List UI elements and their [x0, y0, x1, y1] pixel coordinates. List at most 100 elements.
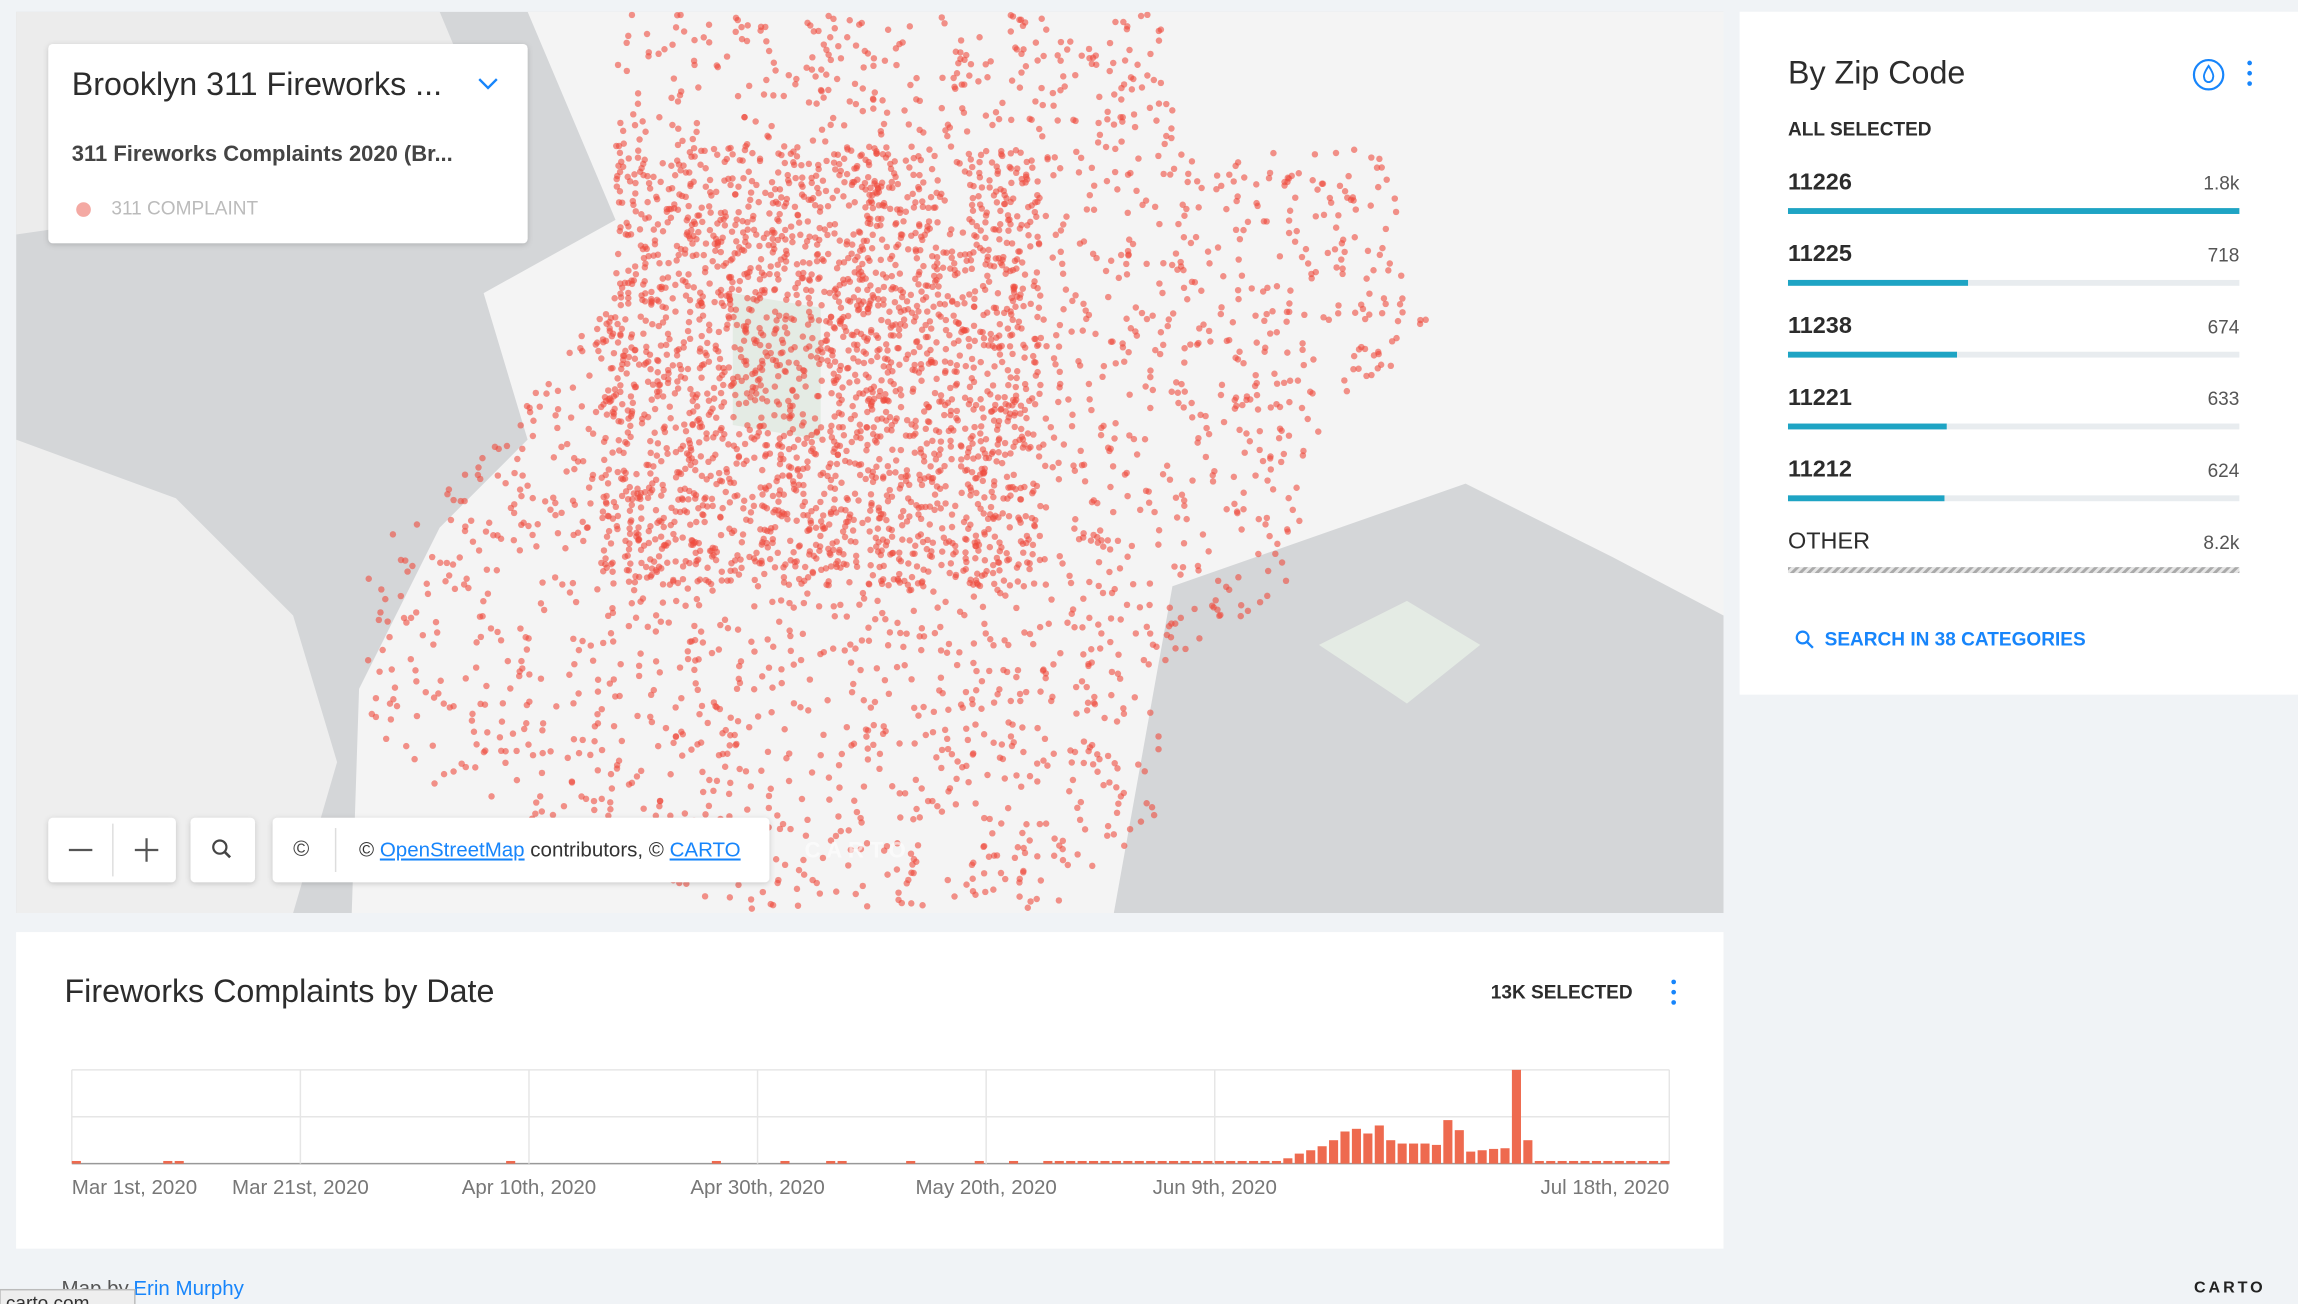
complaint-point — [833, 509, 840, 516]
complaint-point — [407, 655, 415, 663]
complaint-point — [1026, 397, 1033, 405]
complaint-point — [618, 365, 625, 373]
complaint-point — [986, 177, 993, 184]
complaint-point — [526, 671, 533, 678]
attribution-icon[interactable]: © — [293, 836, 309, 861]
complaint-point — [819, 523, 826, 530]
complaint-point — [1053, 331, 1060, 339]
complaint-point — [998, 820, 1005, 827]
complaint-point — [389, 531, 397, 538]
complaint-point — [1283, 308, 1291, 316]
author-link[interactable]: Erin Murphy — [133, 1277, 244, 1300]
complaint-point — [840, 122, 848, 129]
complaint-point — [659, 599, 667, 606]
complaint-point — [433, 629, 441, 636]
bar — [1054, 1160, 1064, 1164]
complaint-point — [1020, 869, 1027, 876]
complaint-point — [693, 403, 701, 410]
complaint-point — [1095, 582, 1102, 590]
complaint-point — [1063, 213, 1070, 220]
complaint-point — [1155, 527, 1163, 534]
complaint-point — [1104, 108, 1111, 116]
complaint-point — [902, 477, 910, 485]
map[interactable] — [16, 11, 1724, 914]
complaint-point — [627, 560, 634, 567]
complaint-point — [913, 302, 921, 310]
complaint-point — [906, 537, 913, 544]
complaint-point — [1152, 346, 1159, 354]
complaint-point — [692, 680, 699, 687]
complaint-point — [874, 353, 881, 361]
carto-link[interactable]: CARTO — [670, 839, 741, 862]
search-button[interactable] — [190, 817, 256, 883]
complaint-point — [635, 524, 642, 531]
complaint-point — [610, 580, 617, 587]
complaint-point — [1195, 434, 1202, 442]
complaint-point — [1189, 414, 1196, 421]
complaint-point — [568, 779, 576, 786]
complaint-point — [963, 558, 970, 566]
complaint-point — [905, 876, 912, 884]
complaint-point — [1298, 404, 1306, 412]
complaint-point — [601, 456, 608, 464]
complaint-point — [930, 272, 938, 280]
complaint-point — [871, 145, 878, 152]
complaint-point — [1180, 404, 1187, 411]
complaint-point — [932, 244, 940, 251]
color-icon[interactable] — [2192, 58, 2225, 91]
bar — [1169, 1160, 1179, 1164]
complaint-point — [961, 611, 968, 619]
complaint-point — [993, 554, 1001, 562]
complaint-point — [738, 23, 745, 31]
collapse-icon[interactable] — [478, 78, 498, 90]
complaint-point — [775, 401, 783, 408]
search-link[interactable]: SEARCH IN 38 CATEGORIES — [1825, 629, 2086, 650]
complaint-point — [1299, 346, 1306, 354]
complaint-point — [1199, 531, 1207, 538]
complaint-point — [941, 301, 949, 308]
complaint-point — [806, 233, 813, 240]
complaint-point — [1111, 435, 1118, 442]
complaint-point — [808, 174, 815, 182]
complaint-point — [824, 697, 831, 704]
complaint-point — [995, 435, 1003, 442]
complaint-point — [669, 362, 677, 369]
complaint-point — [457, 497, 464, 505]
menu-icon[interactable] — [1671, 979, 1677, 1005]
complaint-point — [832, 472, 839, 480]
complaint-point — [887, 378, 894, 385]
complaint-point — [912, 246, 919, 253]
complaint-point — [780, 92, 788, 100]
complaint-point — [431, 780, 438, 787]
brand-logo[interactable]: CARTO — [2194, 1278, 2266, 1296]
menu-icon[interactable] — [2247, 60, 2252, 86]
complaint-point — [1153, 117, 1160, 124]
complaint-point — [719, 750, 727, 758]
complaint-point — [1286, 300, 1293, 307]
zoom-in[interactable] — [134, 838, 159, 862]
complaint-point — [816, 543, 824, 550]
complaint-point — [672, 704, 679, 711]
complaint-point — [918, 365, 925, 372]
complaint-point — [981, 620, 988, 628]
bar — [1146, 1160, 1156, 1164]
color-icon — [2202, 64, 2215, 84]
complaint-point — [609, 330, 617, 337]
complaint-point — [728, 529, 736, 537]
complaint-point — [1009, 195, 1017, 202]
bar — [1100, 1160, 1110, 1164]
complaint-point — [1235, 574, 1242, 581]
complaint-point — [1026, 772, 1034, 780]
complaint-point — [648, 299, 655, 306]
complaint-point — [566, 349, 573, 357]
complaint-point — [969, 875, 976, 882]
complaint-point — [1005, 414, 1012, 421]
complaint-point — [733, 321, 741, 329]
complaint-point — [912, 430, 919, 437]
complaint-point — [538, 769, 546, 777]
complaint-point — [718, 403, 725, 410]
complaint-point — [1084, 699, 1092, 706]
complaint-point — [614, 250, 622, 258]
osm-link[interactable]: OpenStreetMap — [380, 839, 525, 862]
x-tick-label: Apr 30th, 2020 — [690, 1176, 825, 1199]
